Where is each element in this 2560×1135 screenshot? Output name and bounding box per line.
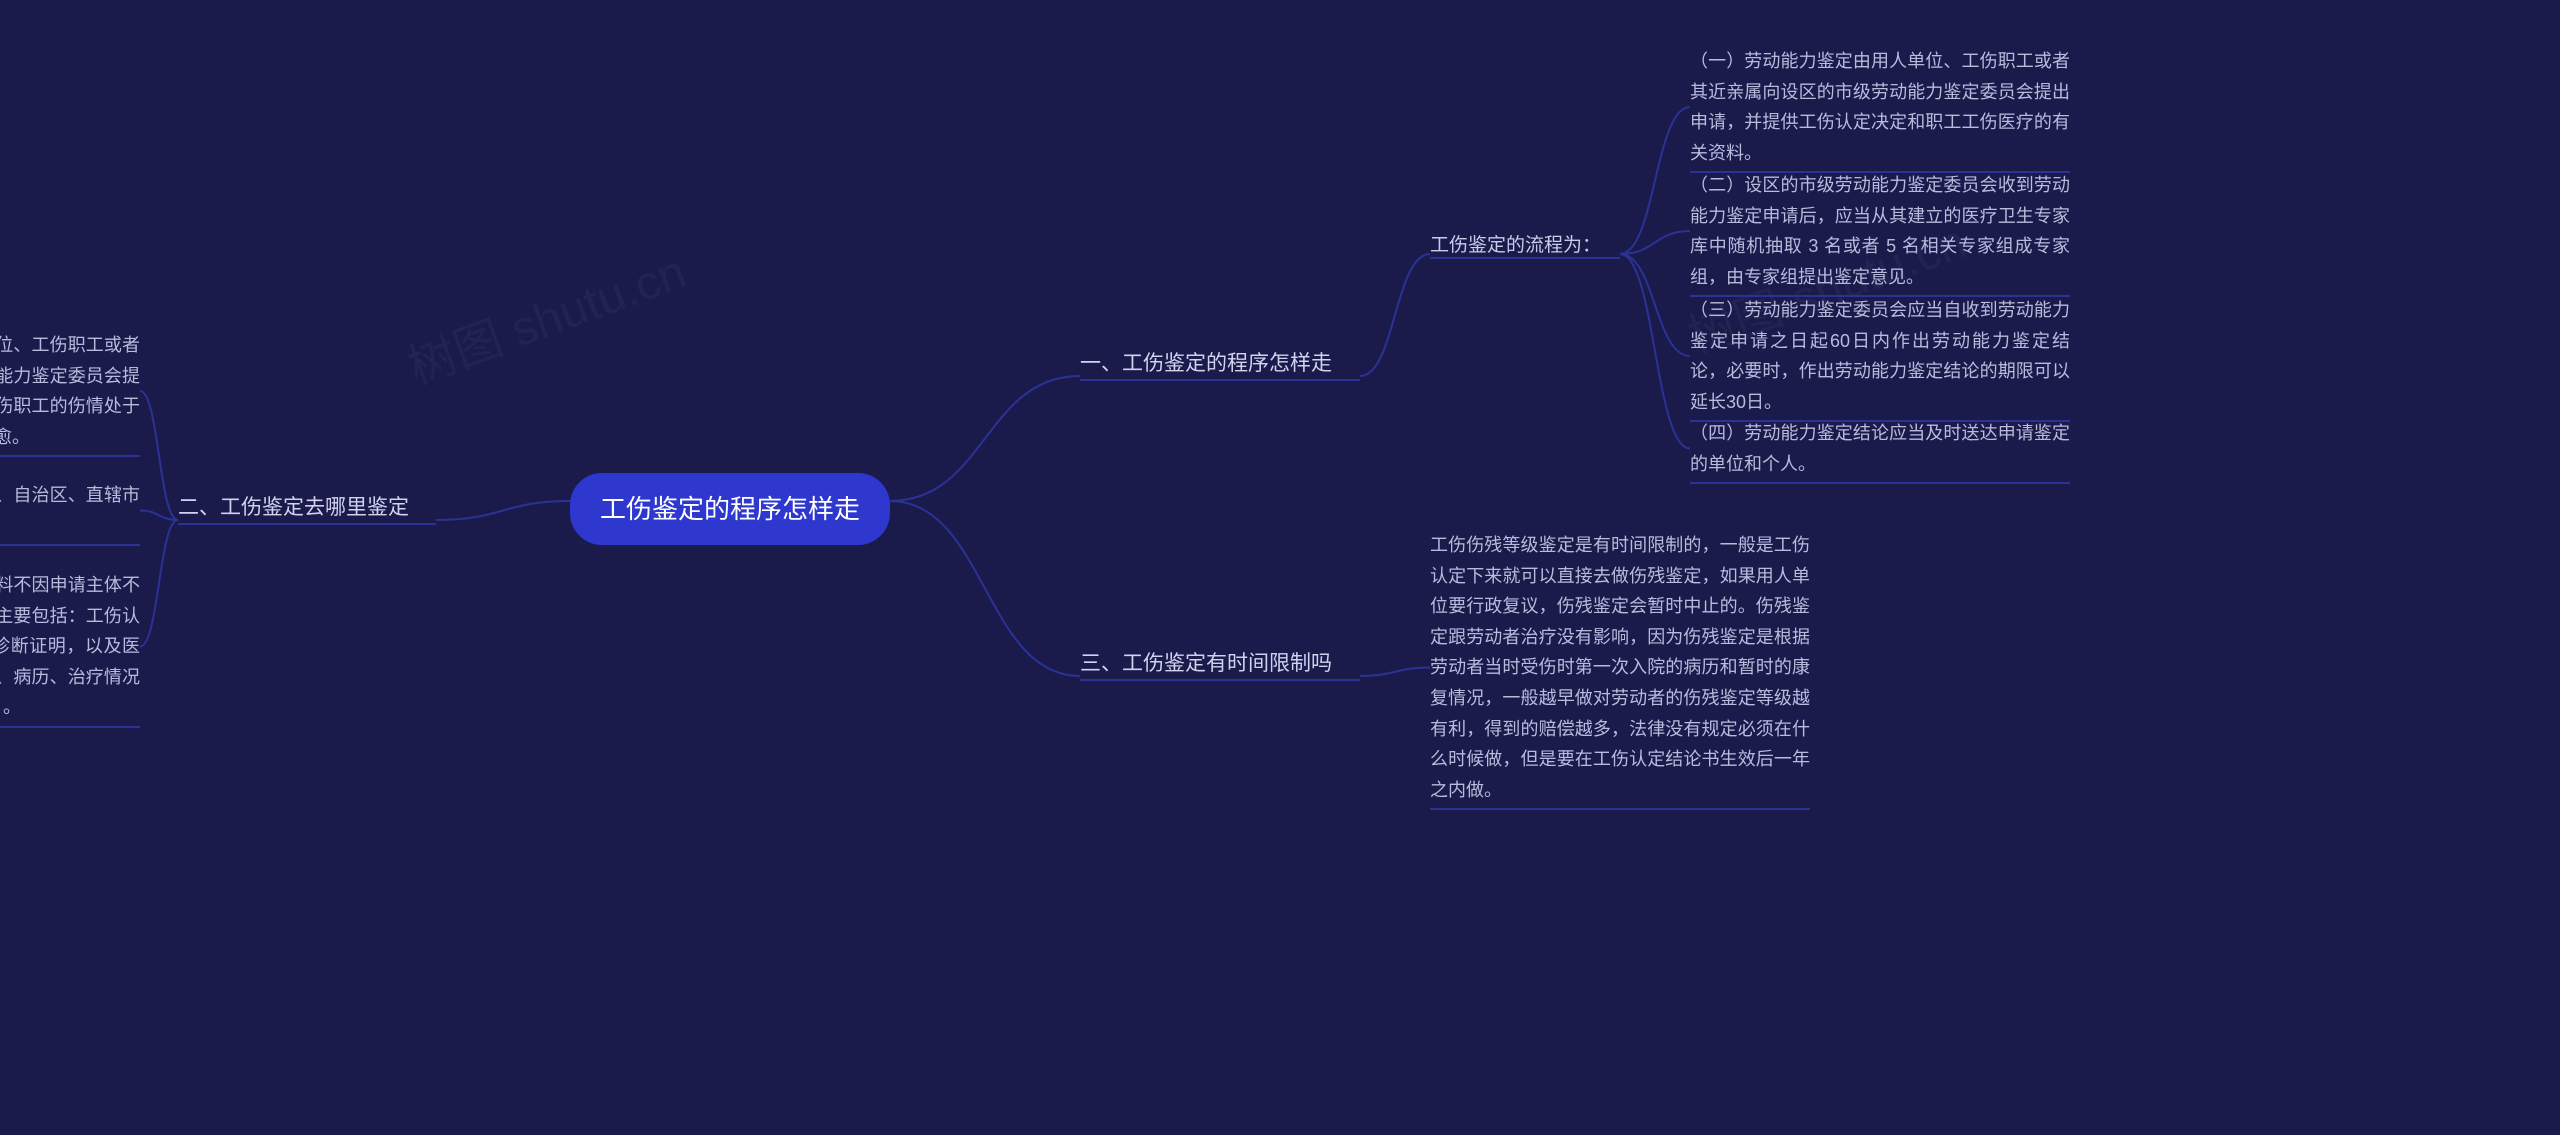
- sub-node: 工伤鉴定的流程为：: [1430, 230, 1601, 266]
- branch-node: 三、工伤鉴定有时间限制吗: [1080, 646, 1332, 688]
- watermark: 树图 shutu.cn: [397, 232, 694, 397]
- leaf-node: 申请劳动能力鉴定所提交的材料不因申请主体不同而有所区别。应提供的材料主要包括：工…: [0, 570, 140, 723]
- leaf-node: （一）劳动能力鉴定由用人单位、工伤职工或者其近亲属向设区的市级劳动能力鉴定委员会…: [1690, 46, 2070, 168]
- leaf-node: （三）劳动能力鉴定委员会应当自收到劳动能力鉴定申请之日起60日内作出劳动能力鉴定…: [1690, 295, 2070, 417]
- leaf-node: （四）劳动能力鉴定结论应当及时送达申请鉴定的单位和个人。: [1690, 418, 2070, 479]
- connectors-layer: [0, 0, 2560, 1135]
- leaf-node: 工伤伤残等级鉴定是有时间限制的，一般是工伤认定下来就可以直接去做伤残鉴定，如果用…: [1430, 530, 1810, 805]
- leaf-node: （二）设区的市级劳动能力鉴定委员会收到劳动能力鉴定申请后，应当从其建立的医疗卫生…: [1690, 170, 2070, 292]
- leaf-node: 再次申请劳动能力鉴定应在省、自治区、直辖市劳动能力鉴定委员会。: [0, 480, 140, 541]
- leaf-node: 初次劳动能力鉴定是由用人单位、工伤职工或者其直系亲属向设区的市级劳动能力鉴定委员…: [0, 330, 140, 452]
- root-node: 工伤鉴定的程序怎样走: [570, 473, 890, 545]
- branch-node: 一、工伤鉴定的程序怎样走: [1080, 346, 1332, 388]
- branch-node: 二、工伤鉴定去哪里鉴定: [178, 490, 409, 532]
